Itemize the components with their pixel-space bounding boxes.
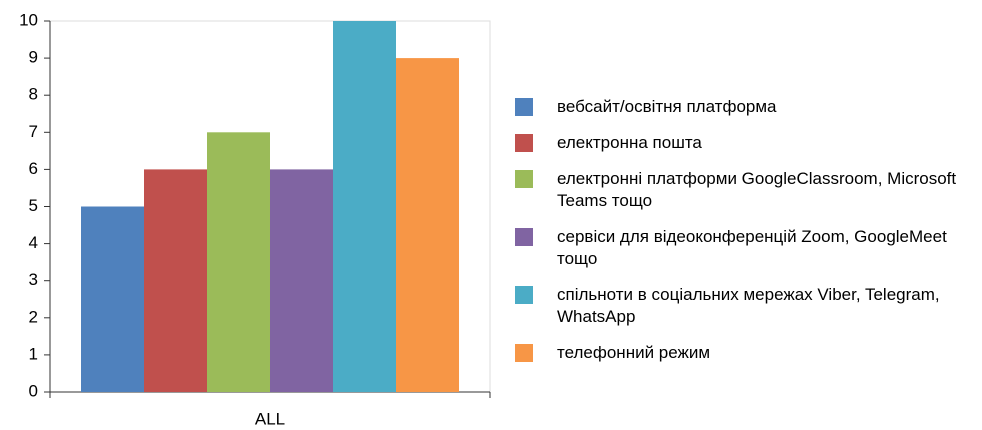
- legend-label: електронна пошта: [557, 133, 702, 152]
- legend-item: телефонний режим: [515, 342, 982, 364]
- x-tick-label: ALL: [255, 409, 285, 428]
- legend-label: спільноти в соціальних мережах Viber, Te…: [557, 285, 940, 326]
- y-tick-label: 3: [29, 270, 38, 289]
- y-tick-label: 9: [29, 48, 38, 67]
- bar: [207, 132, 270, 393]
- y-tick-label: 4: [29, 233, 38, 252]
- y-tick-label: 2: [29, 307, 38, 326]
- legend-label: сервіси для відеоконференцій Zoom, Googl…: [557, 227, 947, 268]
- legend-swatch: [515, 170, 533, 188]
- legend: вебсайт/освітня платформа електронна пошт…: [515, 96, 982, 378]
- y-tick-label: 1: [29, 344, 38, 363]
- y-tick-label: 0: [29, 381, 38, 400]
- y-tick-label: 10: [19, 10, 38, 29]
- bar: [396, 58, 459, 392]
- bar: [144, 169, 207, 392]
- legend-item: спільноти в соціальних мережах Viber, Te…: [515, 284, 982, 328]
- y-tick-label: 8: [29, 85, 38, 104]
- bar: [333, 21, 396, 392]
- legend-item: сервіси для відеоконференцій Zoom, Googl…: [515, 226, 982, 270]
- y-tick-label: 7: [29, 122, 38, 141]
- legend-label: електронні платформи GoogleClassroom, Mi…: [557, 169, 957, 210]
- legend-item: електронні платформи GoogleClassroom, Mi…: [515, 168, 982, 212]
- legend-item: вебсайт/освітня платформа: [515, 96, 982, 118]
- legend-swatch: [515, 344, 533, 362]
- bar: [270, 169, 333, 392]
- y-tick-label: 5: [29, 196, 38, 215]
- legend-swatch: [515, 228, 533, 246]
- legend-label: телефонний режим: [557, 343, 711, 362]
- bar: [81, 206, 144, 392]
- legend-item: електронна пошта: [515, 132, 982, 154]
- y-tick-label: 6: [29, 159, 38, 178]
- legend-swatch: [515, 98, 533, 116]
- legend-swatch: [515, 134, 533, 152]
- legend-swatch: [515, 286, 533, 304]
- legend-label: вебсайт/освітня платформа: [557, 97, 777, 116]
